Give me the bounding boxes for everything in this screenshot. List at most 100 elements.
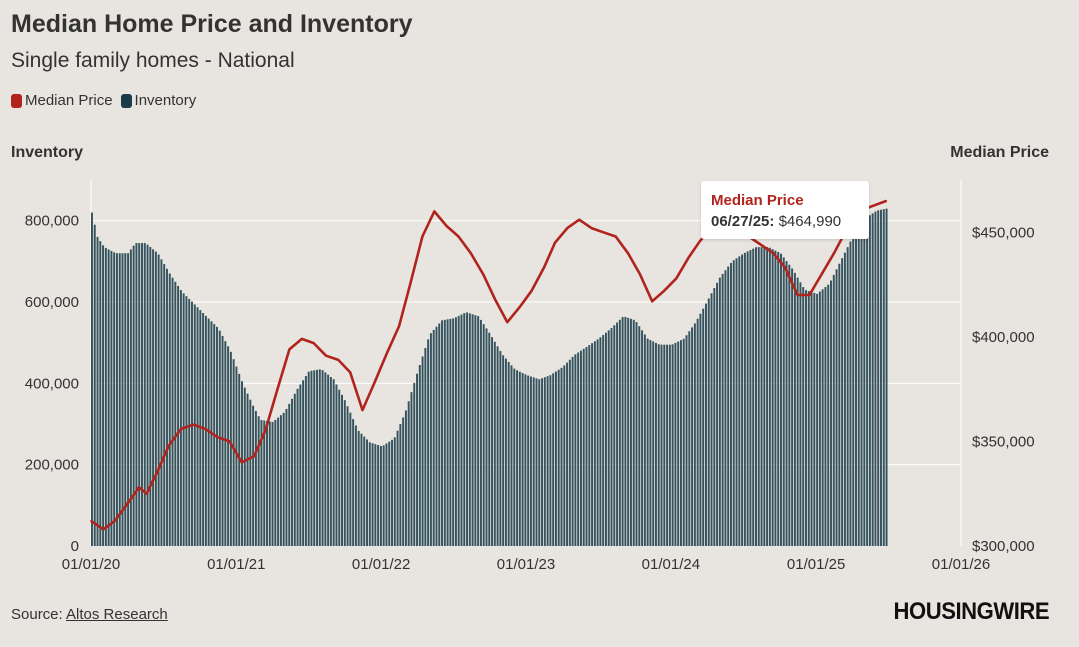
inventory-bar — [352, 419, 355, 546]
inventory-bar — [491, 337, 494, 546]
inventory-bar — [657, 344, 660, 546]
median-price-point — [494, 298, 496, 301]
inventory-bar — [699, 313, 702, 546]
median-price-point — [885, 200, 888, 202]
inventory-bar — [768, 247, 771, 546]
source-link[interactable]: Altos Research — [66, 606, 168, 623]
inventory-bar — [177, 285, 180, 546]
inventory-bar — [379, 445, 382, 546]
inventory-bar — [532, 377, 535, 546]
inventory-bar — [441, 320, 443, 546]
inventory-bar — [604, 332, 607, 546]
median-price-point — [639, 273, 641, 275]
inventory-bar — [332, 379, 335, 546]
inventory-bar — [507, 361, 510, 546]
median-price-point — [90, 520, 92, 522]
inventory-bar — [524, 374, 527, 546]
inventory-bar — [674, 342, 677, 546]
median-price-point — [288, 348, 291, 351]
inventory-bar — [452, 318, 455, 546]
inventory-bar — [646, 338, 649, 546]
inventory-bar — [277, 417, 280, 546]
inventory-bar — [635, 322, 638, 546]
inventory-bar — [252, 405, 255, 546]
median-price-point — [784, 267, 786, 269]
inventory-bar — [235, 366, 238, 546]
legend-item-inventory[interactable]: Inventory — [120, 92, 196, 109]
inventory-bar — [855, 232, 857, 547]
inventory-bar — [666, 344, 669, 546]
inventory-bar — [377, 445, 380, 546]
median-price-point — [241, 461, 243, 464]
legend-label-median-price: Median Price — [25, 92, 113, 109]
inventory-bar — [738, 256, 741, 546]
inventory-bar — [271, 421, 274, 546]
median-price-point — [457, 235, 460, 238]
inventory-bar — [660, 344, 663, 546]
inventory-bar — [135, 243, 138, 546]
median-price-point — [114, 520, 116, 522]
housingwire-logo: HOUSINGWIRE — [893, 598, 1049, 625]
tooltip-title: Median Price — [711, 192, 804, 209]
inventory-bar — [585, 347, 588, 546]
right-tick-label: $400,000 — [972, 329, 1035, 346]
inventory-bar — [880, 209, 882, 546]
inventory-bar — [588, 345, 591, 546]
inventory-bar — [571, 356, 574, 546]
inventory-bar — [307, 371, 310, 546]
inventory-bar — [227, 346, 230, 546]
inventory-bar — [396, 430, 399, 546]
median-price-point — [543, 267, 545, 269]
inventory-bar — [602, 334, 605, 546]
inventory-bar — [421, 356, 424, 546]
inventory-bar — [393, 437, 396, 546]
inventory-bar — [835, 269, 838, 546]
median-price-point — [102, 528, 105, 531]
inventory-bar — [343, 400, 346, 546]
inventory-bar — [274, 419, 277, 546]
inventory-bar — [691, 327, 694, 546]
left-tick-label: 200,000 — [25, 457, 79, 474]
inventory-bar — [802, 287, 805, 546]
inventory-bar — [107, 249, 110, 546]
left-tick-label: 0 — [71, 538, 79, 555]
chart-subtitle: Single family homes - National — [11, 49, 295, 72]
left-tick-label: 600,000 — [25, 294, 79, 311]
legend-item-median-price[interactable]: Median Price — [11, 92, 113, 109]
inventory-bar — [363, 436, 366, 546]
inventory-bar — [632, 319, 635, 546]
inventory-bar — [810, 292, 813, 546]
left-tick-label: 400,000 — [25, 375, 79, 392]
inventory-bar — [538, 379, 541, 546]
inventory-bar — [807, 291, 810, 546]
inventory-bar — [774, 250, 777, 546]
inventory-bar — [749, 250, 752, 547]
median-price-point — [627, 252, 629, 254]
inventory-bar — [371, 443, 374, 546]
inventory-bar — [243, 387, 246, 546]
inventory-bar — [688, 331, 691, 546]
inventory-bar — [882, 209, 885, 547]
inventory-bar — [710, 293, 713, 546]
inventory-bar — [504, 358, 507, 546]
inventory-bar — [613, 325, 616, 546]
median-price-point — [482, 273, 484, 275]
x-tick-label: 01/01/25 — [787, 556, 845, 573]
median-price-point — [126, 503, 128, 506]
inventory-bar — [249, 399, 252, 546]
inventory-bar — [96, 236, 99, 546]
inventory-bar — [518, 371, 521, 546]
median-price-point — [361, 409, 364, 411]
inventory-bar — [385, 443, 388, 546]
inventory-bar — [154, 251, 157, 546]
median-price-point — [506, 321, 509, 324]
x-tick-label: 01/01/22 — [352, 556, 410, 573]
inventory-bar — [349, 412, 352, 546]
inventory-bar — [832, 274, 835, 546]
inventory-bar — [402, 417, 405, 546]
inventory-bar — [696, 318, 699, 546]
inventory-bar — [285, 408, 288, 546]
inventory-bar — [641, 330, 644, 546]
inventory-bar — [221, 335, 224, 546]
